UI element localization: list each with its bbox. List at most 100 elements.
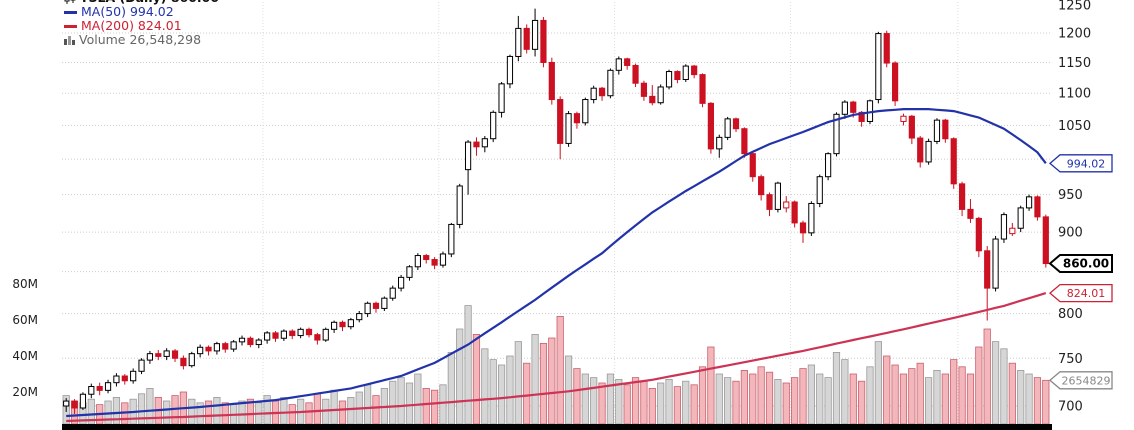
- candle-body: [950, 138, 957, 185]
- candle-body: [883, 33, 890, 64]
- candle-body: [180, 357, 187, 367]
- candlestick-icon: [64, 0, 74, 4]
- volume-bar: [908, 368, 916, 425]
- volume-bar: [514, 341, 522, 425]
- candle-body: [423, 255, 430, 261]
- volume-bar: [899, 373, 908, 425]
- volume-bar: [883, 355, 891, 425]
- volume-bar: [690, 384, 698, 425]
- volume-bar: [414, 373, 422, 425]
- candle-body: [448, 223, 455, 255]
- candle-body: [364, 302, 371, 315]
- candle-body: [222, 343, 229, 350]
- candle-body: [305, 328, 313, 336]
- candle-body: [967, 208, 974, 219]
- volume-bar: [824, 377, 832, 425]
- volume-bar: [841, 359, 849, 425]
- candle-body: [858, 111, 865, 122]
- volume-bars-icon: [64, 36, 75, 45]
- price-tick-label: 750: [1058, 352, 1083, 367]
- candle-body: [766, 194, 773, 210]
- candle-body: [908, 115, 915, 139]
- volume-bar: [347, 396, 355, 425]
- callout-label: 994.02: [1067, 157, 1106, 170]
- candle-body: [372, 302, 380, 309]
- candle-body: [833, 113, 840, 155]
- volume-bar: [590, 377, 598, 425]
- volume-bar: [204, 400, 213, 425]
- candle-body: [506, 55, 514, 85]
- candle-body: [63, 400, 70, 407]
- volume-bar: [874, 341, 882, 425]
- price-callout: [1048, 254, 1113, 274]
- candle-body: [464, 141, 472, 171]
- candle-body: [88, 386, 95, 395]
- candle-body: [741, 128, 748, 155]
- candle-body: [247, 337, 254, 346]
- candle-body: [624, 58, 631, 66]
- candle-body: [523, 27, 530, 50]
- volume-bar: [489, 359, 497, 425]
- price-tick-label: 900: [1058, 226, 1083, 241]
- candle-body: [749, 153, 756, 178]
- candle-body: [850, 101, 857, 113]
- volume-bar: [975, 346, 983, 425]
- candle-body: [774, 182, 781, 210]
- volume-bar: [757, 366, 765, 425]
- candle-body: [992, 238, 999, 289]
- volume-bar: [866, 366, 874, 425]
- volume-bar: [941, 373, 949, 425]
- volume-bar: [472, 333, 481, 425]
- volume-bar: [456, 328, 464, 425]
- volume-bar: [698, 366, 707, 425]
- candle-body: [314, 334, 321, 341]
- candle-body: [481, 138, 488, 148]
- candle-body: [892, 62, 899, 102]
- volume-bar: [933, 369, 941, 425]
- candle-body: [917, 137, 924, 163]
- volume-bar: [1017, 369, 1025, 425]
- candle-body: [398, 276, 405, 289]
- candle-body: [339, 321, 346, 328]
- volume-bar: [673, 386, 682, 425]
- candle-body: [79, 393, 87, 409]
- volume-bar: [606, 373, 615, 425]
- candle-body: [598, 87, 606, 97]
- candle-body: [322, 328, 329, 341]
- volume-bar: [364, 384, 372, 425]
- candle-body: [188, 353, 195, 367]
- volume-bar: [891, 364, 899, 425]
- candle-body: [104, 382, 112, 391]
- candle-body: [691, 65, 698, 76]
- volume-bar: [724, 377, 732, 425]
- legend-ma200-row: MA(200) 824.01: [64, 19, 219, 33]
- candle-body: [414, 255, 421, 268]
- candle-body: [699, 74, 706, 104]
- candle-body: [799, 222, 807, 234]
- candle-body: [171, 350, 179, 359]
- candle-body: [1000, 214, 1008, 240]
- volume-tick-label: 20M: [12, 385, 38, 399]
- ma200-line-swatch: [64, 24, 77, 28]
- candle-body: [657, 86, 664, 104]
- candle-body: [925, 140, 932, 163]
- candle-body: [146, 353, 154, 361]
- volume-bar: [623, 384, 631, 425]
- candle-body: [958, 183, 966, 210]
- candle-body: [138, 359, 145, 372]
- candle-body: [615, 58, 622, 71]
- volume-bar: [405, 382, 414, 425]
- candle-body: [264, 332, 271, 341]
- ma50-line: [66, 107, 1047, 418]
- volume-bar: [556, 315, 564, 425]
- candle-body: [406, 266, 413, 278]
- candle-body: [548, 61, 555, 101]
- volume-bar: [1033, 377, 1042, 425]
- volume-bar: [648, 387, 656, 425]
- candle-body: [197, 346, 204, 355]
- volume-tick-label: 60M: [12, 313, 38, 327]
- candle-body: [808, 202, 815, 234]
- volume-bar: [966, 373, 975, 425]
- candle-body: [791, 201, 798, 224]
- volume-bar: [816, 373, 824, 425]
